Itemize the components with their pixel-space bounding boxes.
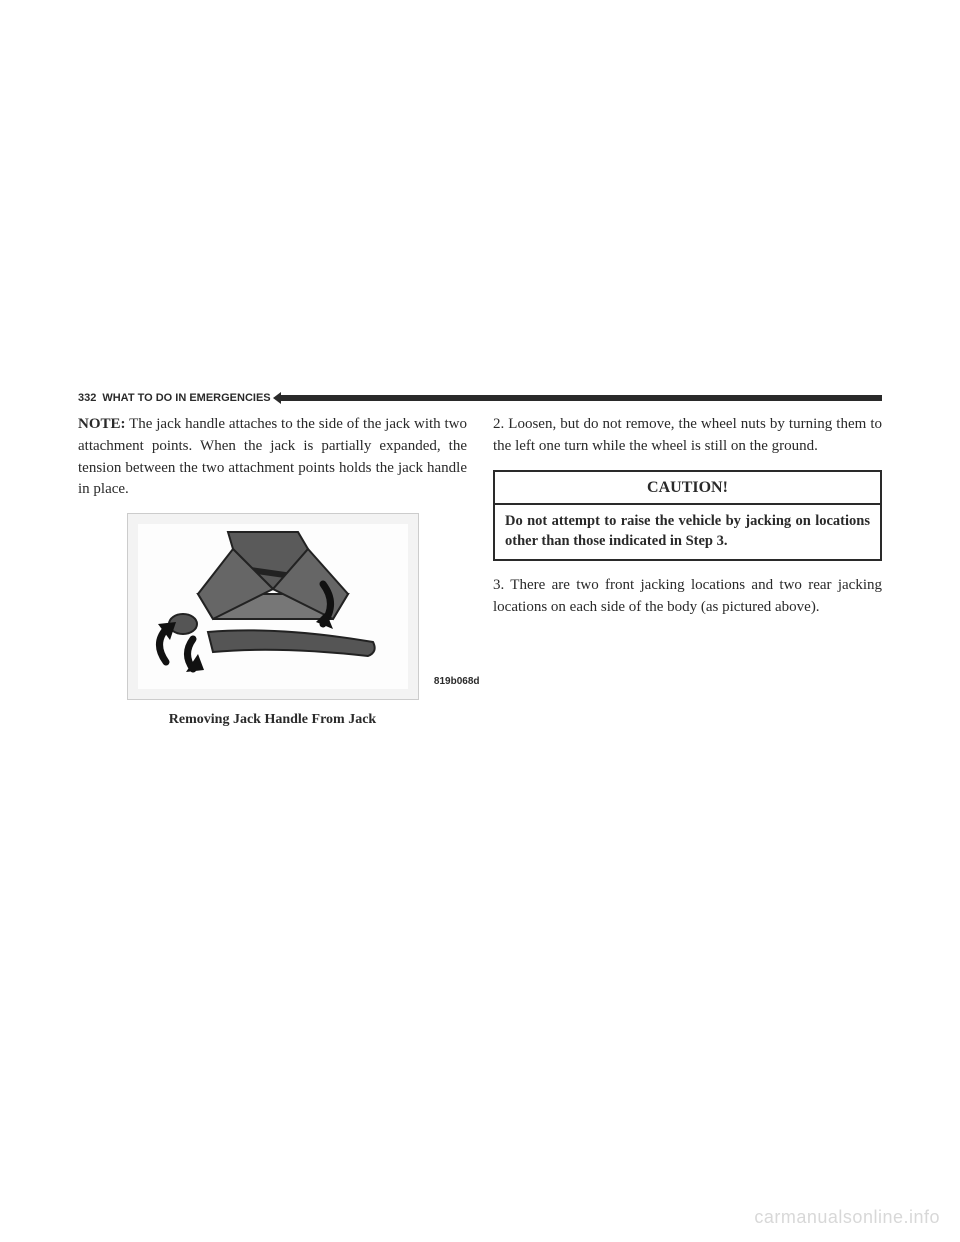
header-bar-notch	[273, 392, 281, 404]
section-title: WHAT TO DO IN EMERGENCIES	[102, 392, 270, 404]
step-3: 3. There are two front jacking locations…	[493, 575, 882, 619]
watermark: carmanualsonline.info	[754, 1207, 940, 1228]
jack-illustration: 819b068d	[127, 513, 419, 700]
caution-title: CAUTION!	[495, 472, 880, 505]
step-2: 2. Loosen, but do not remove, the wheel …	[493, 414, 882, 458]
note-label: NOTE:	[78, 416, 126, 432]
caution-box: CAUTION! Do not attempt to raise the veh…	[493, 470, 882, 562]
note-text: The jack handle attaches to the side of …	[78, 416, 467, 497]
page-number: 332	[78, 392, 96, 404]
figure-caption: Removing Jack Handle From Jack	[78, 710, 467, 730]
right-column: 2. Loosen, but do not remove, the wheel …	[493, 414, 882, 730]
caution-body: Do not attempt to raise the vehicle by j…	[495, 505, 880, 560]
figure-block: 819b068d Removing Jack Handle From Jack	[78, 513, 467, 730]
page-header: 332 WHAT TO DO IN EMERGENCIES	[78, 390, 882, 406]
left-column: NOTE: The jack handle attaches to the si…	[78, 414, 467, 730]
figure-code: 819b068d	[434, 675, 480, 690]
jack-svg	[138, 524, 408, 689]
header-bar	[279, 395, 882, 401]
content-columns: NOTE: The jack handle attaches to the si…	[78, 414, 882, 730]
note-paragraph: NOTE: The jack handle attaches to the si…	[78, 414, 467, 501]
